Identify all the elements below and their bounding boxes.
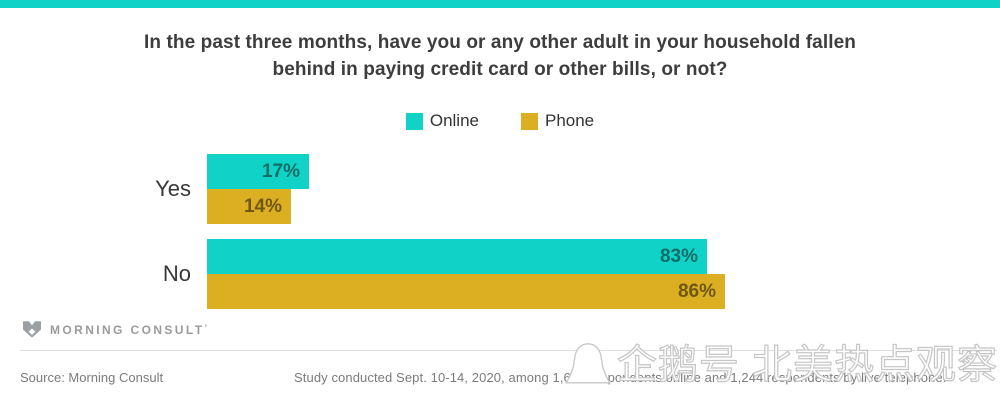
- legend-item-online: Online: [405, 111, 479, 131]
- bar-group-yes: Yes 17% 14%: [0, 154, 1000, 224]
- online-swatch-icon: [405, 112, 423, 130]
- watermark-text: 企鹅号 北美热点观察: [616, 343, 998, 387]
- penguin-icon: [565, 343, 611, 384]
- source-text: Source: Morning Consult: [20, 370, 164, 385]
- trademark-tick: ’: [204, 322, 210, 333]
- bar-value-label: 14%: [243, 196, 282, 217]
- footer-divider: [20, 350, 997, 351]
- legend-label-phone: Phone: [544, 111, 595, 130]
- category-label-yes: Yes: [155, 176, 191, 201]
- bars-no: 83% 86%: [207, 239, 725, 309]
- watermark: 企鹅号 北美热点观察: [561, 338, 998, 392]
- top-accent-bar: [0, 0, 1000, 8]
- bar-group-no: No 83% 86%: [0, 239, 1000, 309]
- bar-phone-yes: 14%: [207, 189, 291, 224]
- bar-online-yes: 17%: [207, 154, 309, 189]
- bar-value-label: 17%: [261, 161, 300, 182]
- category-label-no: No: [162, 261, 191, 286]
- logo-wordmark: MORNING CONSULT’: [50, 322, 210, 337]
- morning-consult-logo: MORNING CONSULT’: [23, 321, 209, 338]
- morning-consult-m-icon: [23, 321, 41, 338]
- chart-legend: Online Phone: [0, 111, 1000, 131]
- legend-label-online: Online: [429, 111, 479, 130]
- bar-value-label: 83%: [659, 246, 698, 267]
- bar-value-label: 86%: [677, 281, 716, 302]
- phone-swatch-icon: [520, 112, 538, 130]
- methodology-note: Study conducted Sept. 10-14, 2020, among…: [294, 370, 947, 385]
- bars-yes: 17% 14%: [207, 154, 309, 224]
- bar-phone-no: 86%: [207, 274, 725, 309]
- bar-chart: Yes 17% 14% No 83% 86%: [0, 154, 1000, 324]
- bar-online-no: 83%: [207, 239, 707, 274]
- legend-item-phone: Phone: [520, 111, 595, 131]
- chart-title: In the past three months, have you or an…: [144, 32, 856, 80]
